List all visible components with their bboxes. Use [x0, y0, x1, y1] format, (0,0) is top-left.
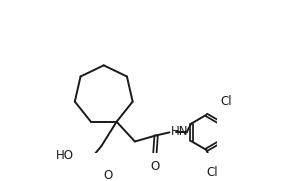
Text: O: O — [150, 160, 159, 173]
Text: Cl: Cl — [220, 95, 232, 108]
Text: O: O — [103, 169, 113, 181]
Text: Cl: Cl — [207, 166, 218, 179]
Text: HN: HN — [171, 125, 189, 138]
Text: HO: HO — [56, 149, 74, 162]
